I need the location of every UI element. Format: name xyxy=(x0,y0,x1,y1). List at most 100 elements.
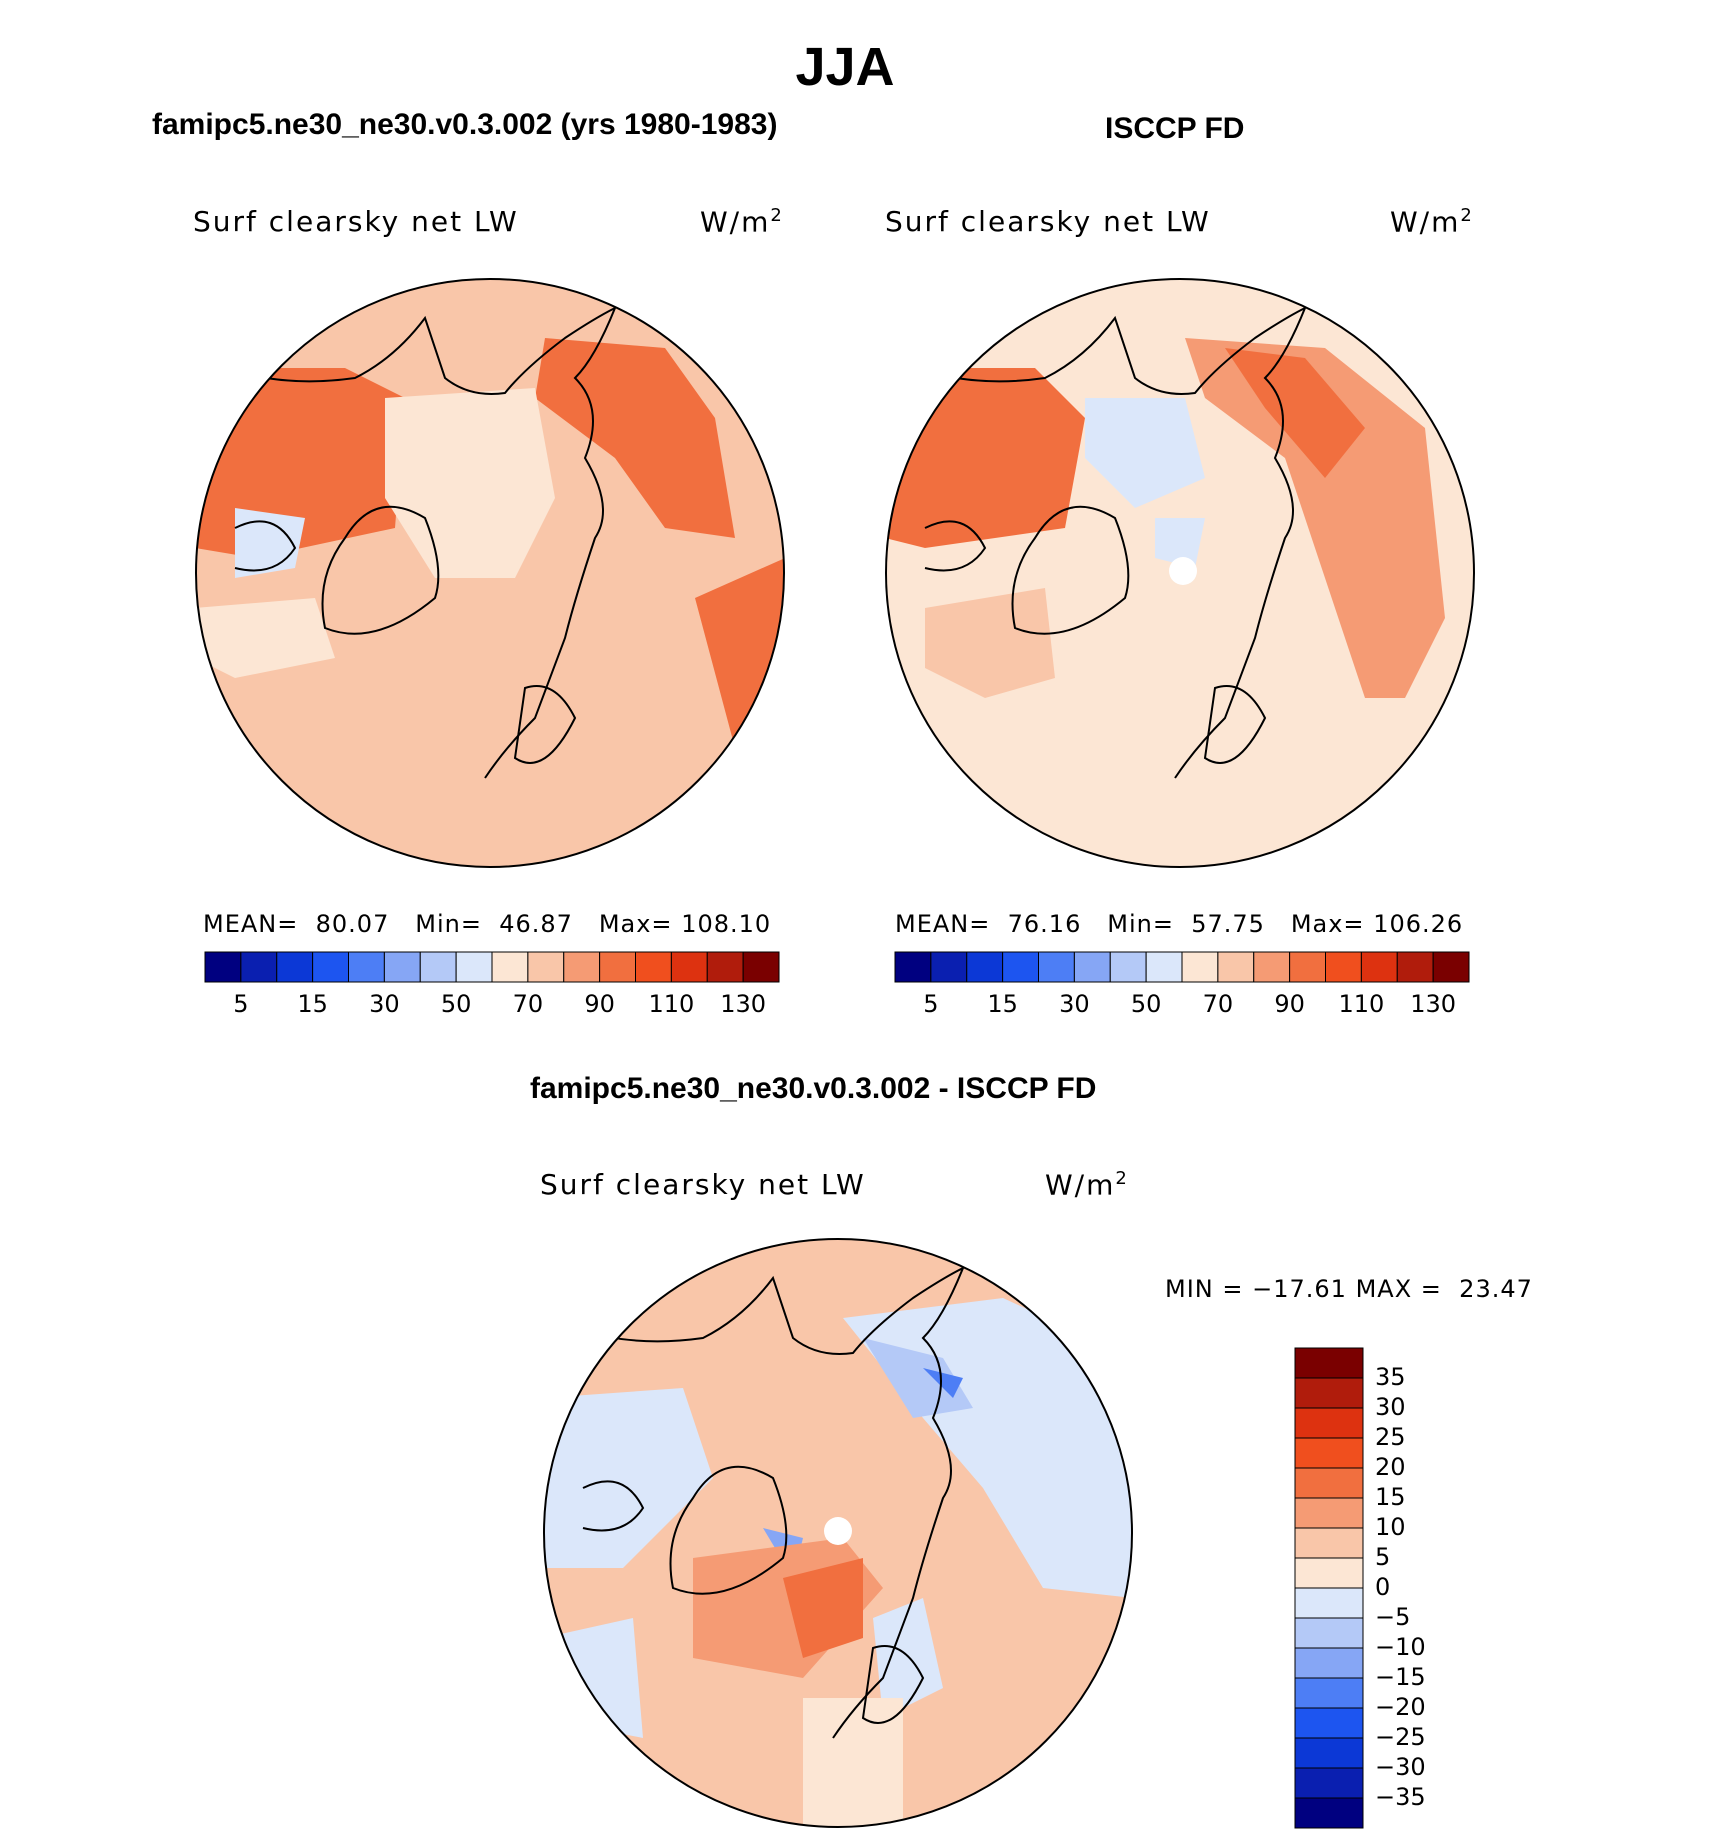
panel1-colorbar-tick-label: 5 xyxy=(233,990,249,1018)
panel1-polar-map xyxy=(195,278,785,868)
panel2-pole-hole xyxy=(1169,557,1197,585)
panel1-colorbar-box xyxy=(563,951,601,983)
panel3-colorbar-box xyxy=(1294,1557,1364,1589)
panel2-colorbar-tick-label: 15 xyxy=(987,990,1018,1018)
panel2-polar-map xyxy=(885,278,1475,868)
panel3-colorbar-box xyxy=(1294,1527,1364,1559)
panel3-pole-hole xyxy=(824,1517,852,1545)
panel1-colorbar-box xyxy=(706,951,744,983)
panel3-colorbar-ticks: 35 30 25 20 15 10 5 0 −5 −10 −15 −20 −25 −30 −35 xyxy=(1375,1348,1475,1828)
panel2-colorbar-tick-label: 110 xyxy=(1338,990,1385,1018)
panel1-colorbar-box xyxy=(348,951,385,983)
panel2-colorbar-box xyxy=(1181,951,1219,983)
panel3-colorbar-box xyxy=(1294,1467,1364,1499)
panel1-colorbar-tick-label: 90 xyxy=(584,990,615,1018)
panel1-colorbar-box xyxy=(742,951,780,983)
panel3-colorbar xyxy=(1294,1347,1364,1829)
panel3-field-siberia-neg3 xyxy=(923,1368,963,1398)
panel3-units: W/m2 xyxy=(1045,1168,1129,1202)
panel1-colorbar-box xyxy=(527,951,565,983)
panel2-colorbar-box xyxy=(1360,951,1398,983)
panel1-colorbar-box xyxy=(276,951,314,983)
panel3-colorbar-tick-label: −20 xyxy=(1375,1693,1426,1721)
panel2-colorbar-box xyxy=(1432,951,1470,983)
panel3-colorbar-box xyxy=(1294,1737,1364,1769)
panel3-colorbar-box xyxy=(1294,1347,1364,1379)
panel1-colorbar-ticks: 5 15 30 50 70 90 110 130 xyxy=(205,990,779,1020)
panel3-variable-label: Surf clearsky net LW xyxy=(540,1168,866,1201)
panel3-colorbar-box xyxy=(1294,1407,1364,1439)
panel2-colorbar-box xyxy=(1289,951,1327,983)
panel1-colorbar-tick-label: 15 xyxy=(297,990,328,1018)
panel2-field-pole-neg xyxy=(1155,518,1205,568)
panel2-field-canada-high xyxy=(886,368,1085,548)
panel2-stats: MEAN= 76.16 Min= 57.75 Max= 106.26 xyxy=(895,910,1464,938)
panel1-coastlines xyxy=(224,305,617,779)
panel3-field-siberia-neg2 xyxy=(863,1338,973,1418)
panel1-units: W/m2 xyxy=(700,205,784,239)
panel3-colorbar-box xyxy=(1294,1497,1364,1529)
panel2-colorbar-tick-label: 90 xyxy=(1274,990,1305,1018)
panel1-colorbar xyxy=(204,951,780,983)
panel3-colorbar-tick-label: −5 xyxy=(1375,1603,1411,1631)
panel1-colorbar-box xyxy=(670,951,708,983)
panel2-coastlines xyxy=(914,305,1307,779)
panel3-field-europe-low xyxy=(803,1698,903,1827)
panel2-colorbar-box xyxy=(966,951,1004,983)
panel1-stats: MEAN= 80.07 Min= 46.87 Max= 108.10 xyxy=(203,910,772,938)
panel1-title: famipc5.ne30_ne30.v0.3.002 (yrs 1980-198… xyxy=(152,108,778,141)
panel2-colorbar-tick-label: 5 xyxy=(923,990,939,1018)
panel3-colorbar-tick-label: −15 xyxy=(1375,1663,1426,1691)
panel3-colorbar-tick-label: 0 xyxy=(1375,1573,1391,1601)
panel1-colorbar-box xyxy=(204,951,242,983)
panel1-field-atlantic-low xyxy=(196,598,335,678)
panel1-colorbar-tick-label: 70 xyxy=(512,990,544,1018)
panel1-colorbar-box xyxy=(419,951,457,983)
panel3-field-canada-neg xyxy=(544,1388,713,1568)
panel2-colorbar-box xyxy=(1109,951,1147,983)
panel3-colorbar-tick-label: −25 xyxy=(1375,1723,1426,1751)
panel3-colorbar-tick-label: 35 xyxy=(1375,1363,1406,1391)
panel2-colorbar-box xyxy=(1002,951,1040,983)
panel2-colorbar-box xyxy=(1325,951,1362,983)
panel2-colorbar-box xyxy=(1038,951,1075,983)
panel3-colorbar-box xyxy=(1294,1707,1364,1739)
panel3-colorbar-tick-label: 15 xyxy=(1375,1483,1406,1511)
panel2-field-atlantic-mid xyxy=(925,588,1055,698)
panel3-colorbar-tick-label: 20 xyxy=(1375,1453,1406,1481)
panel3-colorbar-tick-label: 25 xyxy=(1375,1423,1406,1451)
panel1-colorbar-box xyxy=(312,951,350,983)
panel2-field-siberia-mid xyxy=(1185,338,1445,698)
panel2-colorbar-box xyxy=(1217,951,1255,983)
panel2-units: W/m2 xyxy=(1390,205,1474,239)
panel3-colorbar-box xyxy=(1294,1767,1364,1799)
panel2-variable-label: Surf clearsky net LW xyxy=(885,205,1211,238)
panel2-title: ISCCP FD xyxy=(1105,112,1245,145)
panel1-field-siberia-high xyxy=(535,338,735,538)
panel3-map-border xyxy=(543,1238,1133,1828)
panel1-colorbar-box xyxy=(383,951,421,983)
panel1-colorbar-box xyxy=(455,951,493,983)
panel3-title: famipc5.ne30_ne30.v0.3.002 - ISCCP FD xyxy=(530,1072,1097,1105)
panel2-map-border xyxy=(885,278,1475,868)
panel3-colorbar-box xyxy=(1294,1797,1364,1829)
panel1-colorbar-tick-label: 50 xyxy=(440,990,472,1018)
panel2-colorbar-box xyxy=(1396,951,1434,983)
panel2-field-arctic-neg xyxy=(1085,398,1205,508)
main-title: JJA xyxy=(795,37,895,97)
panel2-colorbar-tick-label: 30 xyxy=(1059,990,1090,1018)
panel3-field-atlantic-neg xyxy=(544,1618,643,1738)
panel2-colorbar xyxy=(894,951,1470,983)
panel3-field-greenland-high xyxy=(783,1558,863,1658)
panel2-colorbar-box xyxy=(1253,951,1291,983)
panel2-colorbar-tick-label: 50 xyxy=(1130,990,1162,1018)
panel1-colorbar-box xyxy=(240,951,278,983)
panel3-colorbar-tick-label: 30 xyxy=(1375,1393,1406,1421)
panel2-colorbar-box xyxy=(1145,951,1183,983)
panel3-colorbar-tick-label: 5 xyxy=(1375,1543,1391,1571)
panel3-colorbar-box xyxy=(1294,1377,1364,1409)
panel3-colorbar-tick-label: −35 xyxy=(1375,1783,1426,1811)
panel1-colorbar-tick-label: 130 xyxy=(720,990,767,1018)
panel2-colorbar-box xyxy=(1073,951,1111,983)
panel3-colorbar-tick-label: −10 xyxy=(1375,1633,1426,1661)
